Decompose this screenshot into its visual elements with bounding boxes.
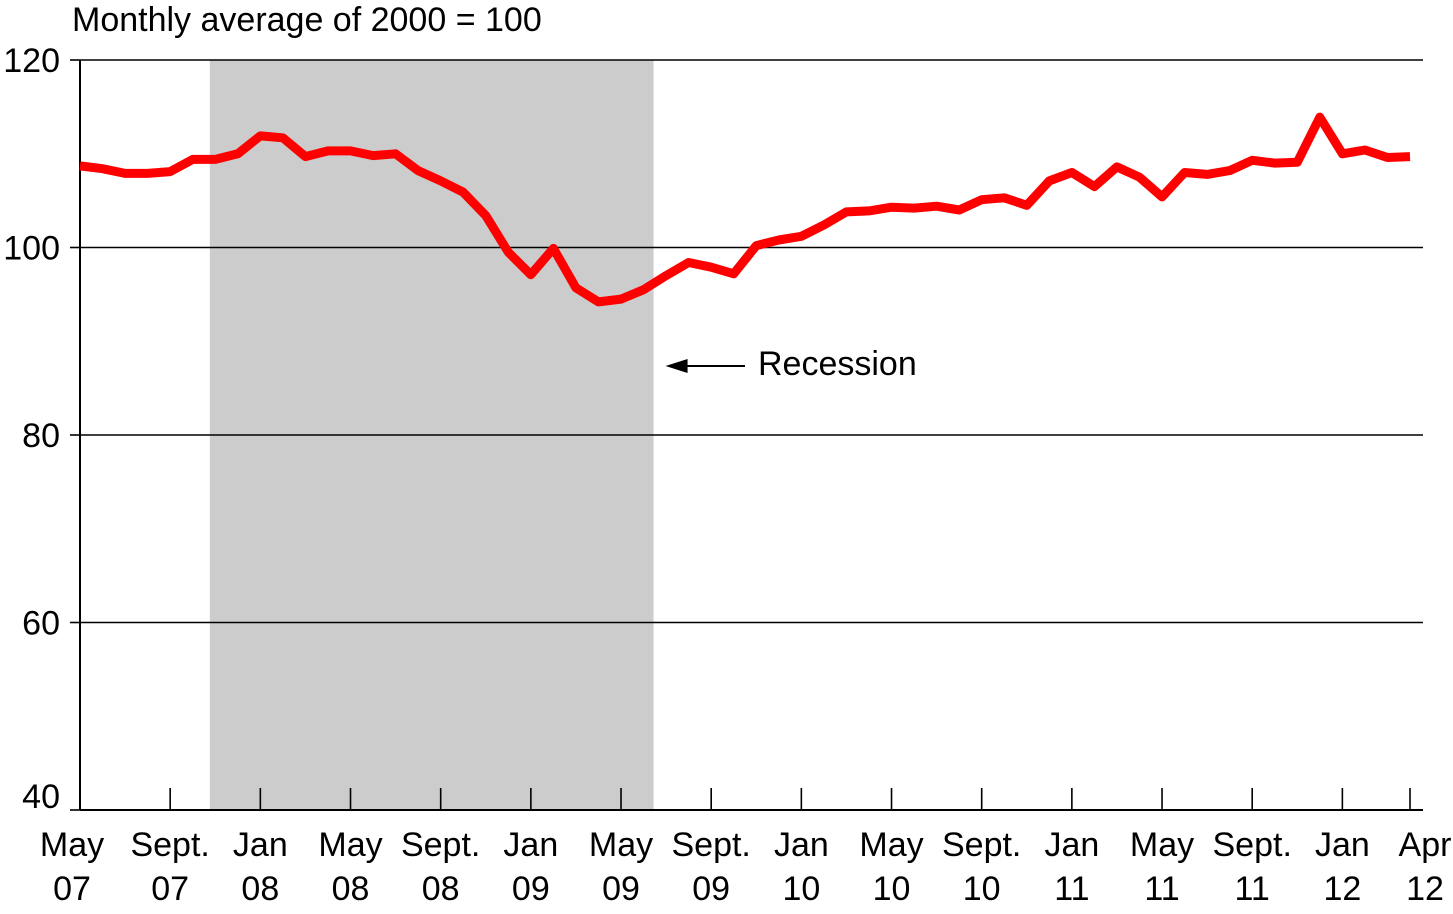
x-tick-label-month: Apr	[1399, 826, 1452, 864]
x-tick-label-year: 08	[422, 870, 460, 908]
x-tick-label-year: 11	[1235, 870, 1270, 908]
x-tick-label-month: Sept.	[671, 826, 750, 864]
x-tick-label-year: 09	[692, 870, 730, 908]
x-tick-label-month: Sept.	[401, 826, 480, 864]
x-tick-label-month: May	[318, 826, 382, 864]
x-tick-label-month: Sept.	[942, 826, 1021, 864]
x-tick-label-month: Sept.	[130, 826, 209, 864]
x-tick-label-month: May	[1130, 826, 1194, 864]
x-tick-label-month: Jan	[233, 826, 288, 864]
x-tick-label-year: 12	[1406, 870, 1444, 908]
x-tick-label-year: 07	[53, 870, 91, 908]
x-tick-label-year: 07	[151, 870, 189, 908]
x-tick-label-month: Jan	[1315, 826, 1370, 864]
x-tick-label-year: 10	[782, 870, 820, 908]
series-line-0	[79, 112, 1411, 307]
x-tick-label-year: 08	[241, 870, 279, 908]
x-tick-label-month: May	[589, 826, 653, 864]
x-tick-label-year: 12	[1323, 870, 1361, 908]
x-tick-label-month: Jan	[774, 826, 829, 864]
x-tick-label-year: 10	[963, 870, 1001, 908]
x-tick-label-year: 09	[512, 870, 550, 908]
x-tick-label-year: 08	[332, 870, 370, 908]
y-tick-label: 60	[22, 605, 60, 643]
y-tick-label: 100	[3, 230, 60, 268]
chart-title: Monthly average of 2000 = 100	[72, 1, 542, 39]
x-tick-label-month: May	[40, 826, 104, 864]
recession-arrow-head	[665, 359, 688, 373]
y-tick-label: 80	[22, 417, 60, 455]
x-tick-label-year: 11	[1144, 870, 1179, 908]
x-tick-label-year: 09	[602, 870, 640, 908]
series-layer	[79, 112, 1411, 307]
y-tick-label: 40	[22, 778, 60, 816]
recession-label: Recession	[758, 345, 917, 383]
annotations: Recession	[665, 345, 917, 383]
x-tick-label-month: Jan	[503, 826, 558, 864]
y-tick-label: 120	[3, 42, 60, 80]
x-tick-label-month: May	[859, 826, 923, 864]
x-tick-label-month: Sept.	[1213, 826, 1292, 864]
x-tick-label-month: Jan	[1044, 826, 1099, 864]
x-tick-label-year: 10	[873, 870, 911, 908]
axes: 40 60 80 100 120 May 07 Sept. 07 Jan 08 May 08 Sept. 0…	[3, 42, 1451, 908]
x-tick-label-year: 11	[1054, 870, 1089, 908]
